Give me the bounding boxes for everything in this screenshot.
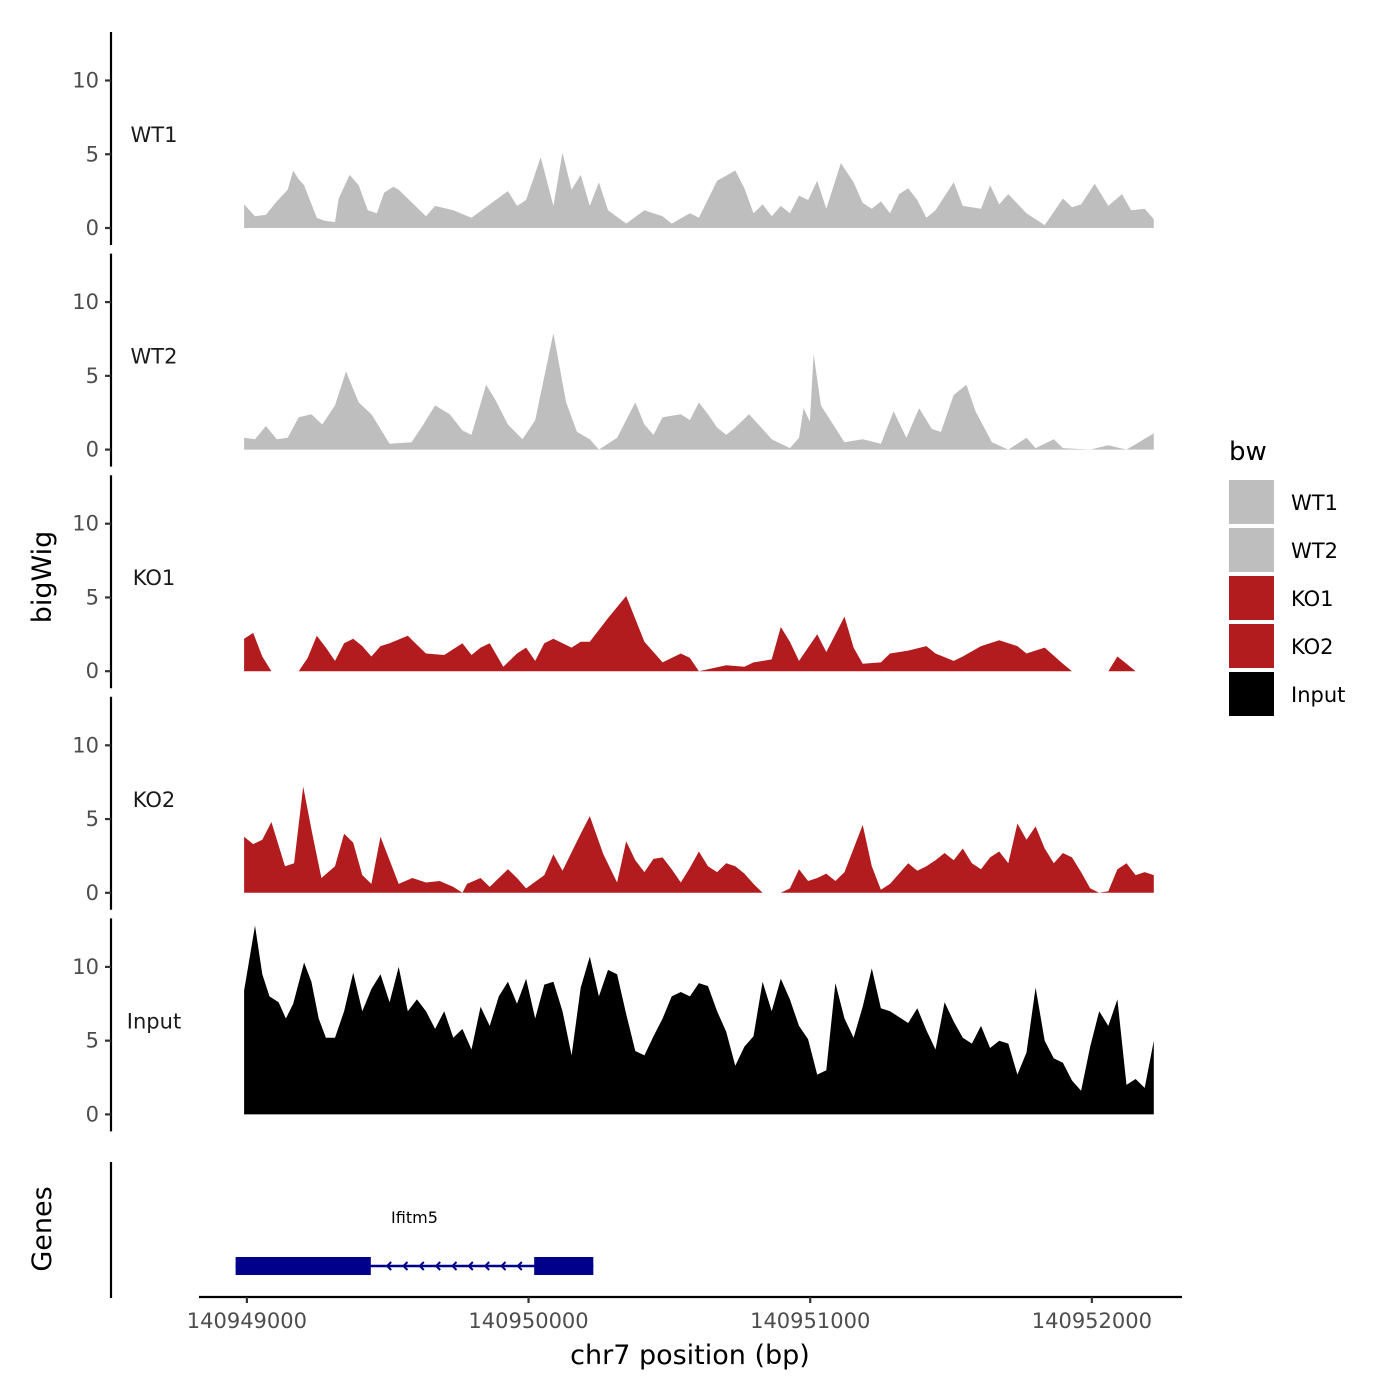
- gene-label: Ifitm5: [391, 1208, 438, 1227]
- y-tick-label: 0: [86, 659, 99, 683]
- legend-item-input: Input: [1229, 672, 1345, 716]
- x-tick-label: 140949000: [187, 1309, 307, 1333]
- track-label-input: Input: [127, 1009, 181, 1033]
- gene-exon: [534, 1257, 594, 1275]
- y-tick-label: 5: [86, 1029, 99, 1053]
- legend-label: WT2: [1291, 539, 1338, 563]
- y-axis-title-bigwig: bigWig: [27, 531, 58, 624]
- y-tick-label: 10: [72, 69, 99, 93]
- y-tick-label: 10: [72, 290, 99, 314]
- track-label-wt2: WT2: [131, 345, 178, 369]
- strand-arrow: [434, 1261, 441, 1271]
- coverage-area-ko2: [244, 786, 1154, 893]
- y-tick-label: 0: [86, 1102, 99, 1126]
- track-ko2: 0 5 10 KO2: [72, 696, 1154, 910]
- track-label-ko2: KO2: [133, 788, 176, 812]
- legend-label: WT1: [1291, 491, 1338, 515]
- track-wt2: 0 5 10 WT2: [72, 253, 1154, 467]
- y-tick-label: 10: [72, 955, 99, 979]
- genes-panel: Ifitm5: [109, 1162, 594, 1298]
- legend: bw WT1 WT2 KO1 KO2 Input: [1229, 437, 1345, 716]
- y-tick-label: 0: [86, 881, 99, 905]
- coverage-area-wt1: [244, 152, 1154, 228]
- track-ko1: 0 5 10 KO1: [72, 475, 1154, 689]
- coverage-area-wt2: [244, 333, 1154, 450]
- track-wt1: 0 5 10 WT1: [72, 32, 1154, 245]
- legend-item-wt1: WT1: [1229, 480, 1338, 524]
- x-ticks: 140949000 140950000 140951000 140952000: [187, 1297, 1152, 1333]
- legend-label: KO2: [1291, 635, 1334, 659]
- legend-entries: WT1 WT2 KO1 KO2 Input: [1229, 480, 1345, 716]
- y-tick-label: 0: [86, 216, 99, 240]
- legend-swatch: [1229, 576, 1274, 620]
- coverage-area-ko1: [244, 596, 1154, 672]
- legend-swatch: [1229, 480, 1274, 524]
- x-axis: 140949000 140950000 140951000 140952000 chr…: [187, 1295, 1182, 1371]
- legend-label: Input: [1291, 683, 1345, 707]
- y-tick-label: 5: [86, 585, 99, 609]
- legend-title: bw: [1229, 437, 1267, 467]
- x-tick-label: 140950000: [468, 1309, 588, 1333]
- strand-arrow: [402, 1261, 409, 1271]
- track-input: 0 5 10 Input: [72, 918, 1154, 1132]
- strand-arrow: [451, 1261, 458, 1271]
- y-tick-label: 0: [86, 438, 99, 462]
- y-tick-label: 10: [72, 512, 99, 536]
- y-tick-label: 5: [86, 807, 99, 831]
- gene-exon: [235, 1257, 371, 1275]
- legend-swatch: [1229, 624, 1274, 668]
- legend-item-ko1: KO1: [1229, 576, 1334, 620]
- track-label-ko1: KO1: [133, 566, 176, 590]
- gene-model: Ifitm5: [235, 1208, 594, 1275]
- strand-arrow: [516, 1261, 523, 1271]
- y-tick-label: 10: [72, 733, 99, 757]
- y-axis-title-genes: Genes: [27, 1186, 58, 1271]
- y-tick-label: 5: [86, 364, 99, 388]
- strand-arrow: [500, 1261, 507, 1271]
- x-axis-title: chr7 position (bp): [570, 1340, 810, 1371]
- legend-swatch: [1229, 528, 1274, 572]
- track-label-wt1: WT1: [131, 123, 178, 147]
- x-tick-label: 140952000: [1032, 1309, 1152, 1333]
- legend-item-ko2: KO2: [1229, 624, 1334, 668]
- legend-label: KO1: [1291, 587, 1334, 611]
- coverage-tracks: 0 5 10 WT1 0 5 10 WT2 0 5 10 KO1 0 5 10 KO2 0 5 10 Input: [72, 32, 1154, 1132]
- coverage-area-input: [244, 925, 1154, 1115]
- y-tick-label: 5: [86, 142, 99, 166]
- legend-swatch: [1229, 672, 1274, 716]
- strand-arrow: [483, 1261, 490, 1271]
- x-tick-label: 140951000: [750, 1309, 870, 1333]
- strand-arrow: [385, 1261, 392, 1271]
- legend-item-wt2: WT2: [1229, 528, 1338, 572]
- strand-arrow: [418, 1261, 425, 1271]
- strand-arrow: [467, 1261, 474, 1271]
